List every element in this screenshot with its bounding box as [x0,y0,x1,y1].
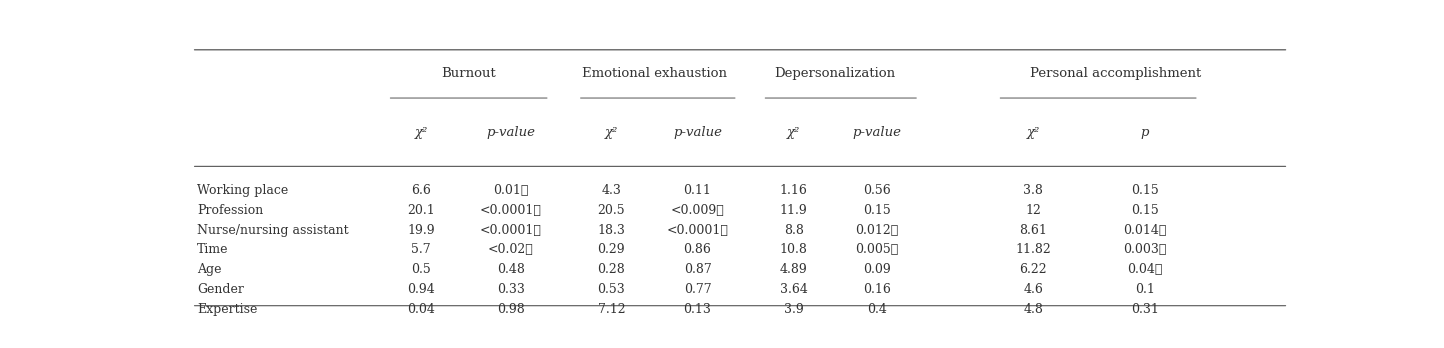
Text: Gender: Gender [198,283,244,296]
Text: 0.86: 0.86 [683,244,712,256]
Text: Personal accomplishment: Personal accomplishment [1031,68,1201,80]
Text: χ²: χ² [414,126,427,139]
Text: 0.48: 0.48 [497,263,524,276]
Text: 6.22: 6.22 [1019,263,1047,276]
Text: 8.8: 8.8 [784,224,804,237]
Text: 11.9: 11.9 [780,204,807,217]
Text: p: p [1141,126,1149,139]
Text: <0.02★: <0.02★ [488,244,533,256]
Text: 18.3: 18.3 [598,224,625,237]
Text: 0.014★: 0.014★ [1123,224,1167,237]
Text: <0.0001★: <0.0001★ [667,224,728,237]
Text: 12: 12 [1025,204,1041,217]
Text: Depersonalization: Depersonalization [774,68,895,80]
Text: 4.8: 4.8 [1024,303,1043,316]
Text: χ²: χ² [605,126,618,139]
Text: 7.12: 7.12 [598,303,625,316]
Text: 0.012★: 0.012★ [855,224,898,237]
Text: 0.1: 0.1 [1135,283,1155,296]
Text: p-value: p-value [852,126,901,139]
Text: 8.61: 8.61 [1019,224,1047,237]
Text: 4.6: 4.6 [1024,283,1043,296]
Text: 0.77: 0.77 [683,283,712,296]
Text: 0.09: 0.09 [862,263,891,276]
Text: p-value: p-value [673,126,722,139]
Text: 0.98: 0.98 [497,303,524,316]
Text: 0.28: 0.28 [598,263,625,276]
Text: Working place: Working place [198,184,289,197]
Text: 3.64: 3.64 [780,283,807,296]
Text: 0.13: 0.13 [683,303,712,316]
Text: 0.04★: 0.04★ [1128,263,1162,276]
Text: 0.16: 0.16 [862,283,891,296]
Text: 20.1: 20.1 [407,204,435,217]
Text: 0.31: 0.31 [1131,303,1160,316]
Text: Emotional exhaustion: Emotional exhaustion [582,68,726,80]
Text: 0.4: 0.4 [866,303,887,316]
Text: 6.6: 6.6 [412,184,432,197]
Text: <0.009★: <0.009★ [670,204,725,217]
Text: 0.5: 0.5 [412,263,430,276]
Text: χ²: χ² [787,126,800,139]
Text: 0.003★: 0.003★ [1123,244,1167,256]
Text: 0.15: 0.15 [1131,184,1160,197]
Text: 0.005★: 0.005★ [855,244,898,256]
Text: Expertise: Expertise [198,303,257,316]
Text: Burnout: Burnout [442,68,497,80]
Text: 0.29: 0.29 [598,244,625,256]
Text: 0.56: 0.56 [862,184,891,197]
Text: 10.8: 10.8 [780,244,807,256]
Text: 19.9: 19.9 [407,224,435,237]
Text: 0.11: 0.11 [683,184,712,197]
Text: 0.53: 0.53 [598,283,625,296]
Text: 1.16: 1.16 [780,184,807,197]
Text: χ²: χ² [1027,126,1040,139]
Text: Age: Age [198,263,222,276]
Text: 0.15: 0.15 [862,204,891,217]
Text: Profession: Profession [198,204,264,217]
Text: 5.7: 5.7 [412,244,430,256]
Text: 3.8: 3.8 [1024,184,1043,197]
Text: 0.94: 0.94 [407,283,435,296]
Text: 0.04: 0.04 [407,303,435,316]
Text: 0.87: 0.87 [683,263,712,276]
Text: p-value: p-value [487,126,536,139]
Text: 11.82: 11.82 [1015,244,1051,256]
Text: Nurse/nursing assistant: Nurse/nursing assistant [198,224,349,237]
Text: Time: Time [198,244,228,256]
Text: 4.89: 4.89 [780,263,807,276]
Text: <0.0001★: <0.0001★ [479,224,542,237]
Text: 0.15: 0.15 [1131,204,1160,217]
Text: <0.0001★: <0.0001★ [479,204,542,217]
Text: 20.5: 20.5 [598,204,625,217]
Text: 0.33: 0.33 [497,283,524,296]
Text: 0.01★: 0.01★ [492,184,529,197]
Text: 3.9: 3.9 [784,303,804,316]
Text: 4.3: 4.3 [601,184,621,197]
